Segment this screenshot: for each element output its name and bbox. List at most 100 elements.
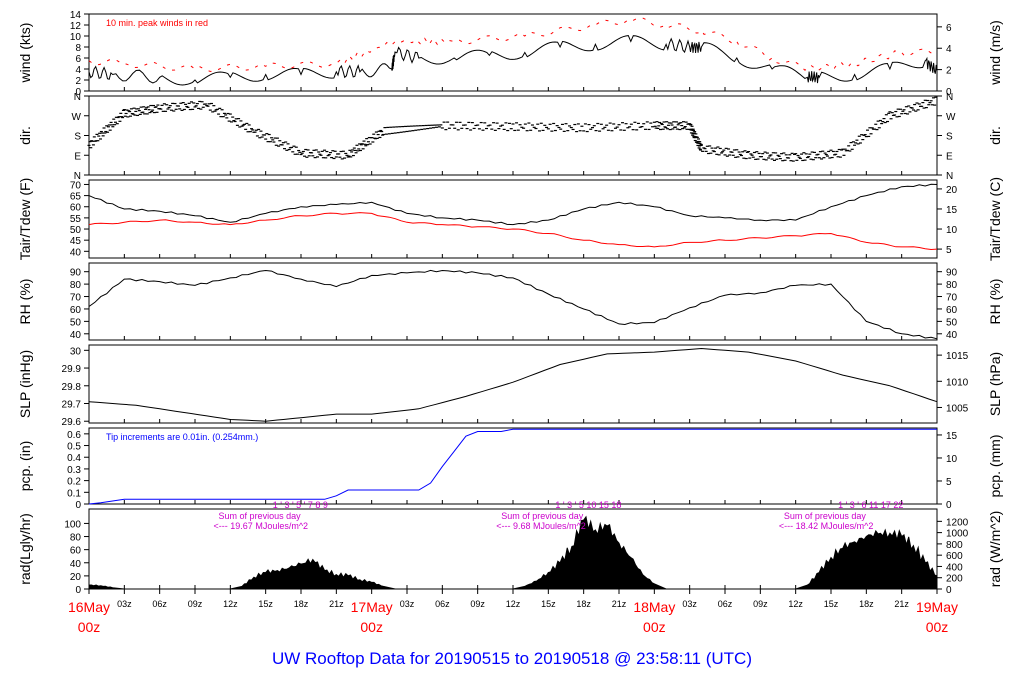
y-tick-label: 12 [70, 21, 82, 32]
y-tick-label: 20 [70, 572, 82, 583]
y-tick-label: 0 [75, 87, 81, 98]
y-tick-label-right: 20 [946, 185, 958, 196]
y-tick-label: 0.2 [67, 477, 81, 488]
x-tick-label: 21z [894, 599, 909, 609]
panel-annotation-wind: 10 min. peak winds in red [106, 18, 208, 28]
x-tick-label: 21z [329, 599, 344, 609]
rad-note-hours-0: 1 ' 3 ' 5 ' 7 8 9 [273, 500, 328, 510]
y-tick-label: 0 [75, 500, 81, 511]
y-tick-label-right: 1005 [946, 403, 969, 414]
x-axis: 03z 06z 09z 12z 15z 18z 21z 03z 06z 09z 12z 15z 18z 2… [68, 589, 958, 635]
y-tick-label: 40 [70, 247, 82, 258]
y-axis-label: dir. [17, 126, 33, 145]
panel-frame [88, 179, 938, 259]
y-tick-label-right: 80 [946, 280, 958, 291]
y-axis-label-right: SLP (hPa) [987, 352, 1003, 416]
y-tick-label: 70 [70, 293, 82, 304]
x-day-hour-label: 00z [78, 619, 101, 635]
y-axis-label-right: rad (W/m^2) [987, 511, 1003, 588]
x-day-hour-label: 00z [360, 619, 383, 635]
x-tick-label: 03z [117, 599, 132, 609]
panel-frame [88, 262, 938, 341]
y-tick-label-right: E [946, 151, 953, 162]
y-tick-label: 60 [70, 305, 82, 316]
panel-temp: Tair/Tdew (F) Tair/Tdew (C) 40455055606570… [17, 177, 1003, 261]
x-day-label: 16May [68, 599, 110, 615]
rad-note-title-1: Sum of previous day [501, 511, 584, 521]
y-tick-label: 0 [75, 585, 81, 596]
x-tick-label: 03z [400, 599, 415, 609]
series-line-rh-0 [88, 269, 938, 340]
y-tick-label-right: 50 [946, 317, 958, 328]
y-axis-label-right: wind (m/s) [987, 20, 1003, 86]
x-tick-label: 12z [506, 599, 521, 609]
y-tick-label-right: 40 [946, 330, 958, 341]
y-tick-label: 29.7 [62, 400, 82, 411]
y-tick-label: 10 [70, 32, 82, 43]
panel-rad: rad(Lgly/hr) rad (W/m^2)02040608010002004… [17, 500, 1003, 596]
y-tick-label: 80 [70, 280, 82, 291]
panel-dir: dir. dir.N NE ES SW WN N [17, 92, 1003, 182]
x-tick-label: 18z [576, 599, 591, 609]
x-tick-label: 06z [718, 599, 733, 609]
y-tick-label: 0.6 [67, 430, 81, 441]
y-tick-label-right: 0 [946, 87, 952, 98]
y-axis-label: SLP (inHg) [17, 350, 33, 418]
y-tick-label: N [74, 171, 81, 182]
panel-frame [88, 344, 938, 424]
y-tick-label-right: 90 [946, 268, 958, 279]
x-tick-label: 09z [753, 599, 768, 609]
y-tick-label: 4 [75, 65, 81, 76]
x-tick-label: 15z [258, 599, 273, 609]
y-tick-label: E [74, 151, 81, 162]
rad-note-title-0: Sum of previous day [219, 511, 302, 521]
y-tick-label-right: 10 [946, 454, 958, 465]
y-tick-label-right: 4 [946, 44, 952, 55]
y-axis-label: rad(Lgly/hr) [17, 513, 33, 585]
y-tick-label-right: 70 [946, 293, 958, 304]
y-tick-label: 90 [70, 268, 82, 279]
y-tick-label: 0.4 [67, 453, 81, 464]
y-tick-label-right: N [946, 92, 953, 103]
y-tick-label: 0.3 [67, 465, 81, 476]
rad-note-title-2: Sum of previous day [784, 511, 867, 521]
y-axis-label-right: RH (%) [987, 279, 1003, 325]
x-tick-label: 18z [294, 599, 309, 609]
y-tick-label: 14 [70, 10, 82, 21]
x-tick-label: 18z [859, 599, 874, 609]
y-tick-label-right: 0 [946, 585, 952, 596]
rad-note-hours-1: 1 ' 3 ' 5 10 15 18 [555, 500, 621, 510]
y-tick-label: 30 [70, 346, 82, 357]
y-tick-label-right: 5 [946, 477, 952, 488]
series-line-pcp-0 [88, 428, 937, 505]
series-line-wind-0 [88, 35, 938, 86]
x-day-hour-label: 00z [643, 619, 666, 635]
x-tick-label: 06z [152, 599, 167, 609]
series-line-temp-1 [88, 212, 938, 251]
y-tick-label: W [72, 112, 82, 123]
y-tick-label: 0.5 [67, 442, 81, 453]
x-tick-label: 03z [682, 599, 697, 609]
y-tick-label-right: 6 [946, 23, 952, 34]
y-tick-label: 29.9 [62, 364, 82, 375]
y-axis-label: RH (%) [17, 279, 33, 325]
y-tick-label: 8 [75, 43, 81, 54]
x-tick-label: 21z [612, 599, 627, 609]
y-tick-label: 55 [70, 214, 82, 225]
y-tick-label: 60 [70, 203, 82, 214]
x-tick-label: 15z [541, 599, 556, 609]
x-tick-label: 12z [788, 599, 803, 609]
y-tick-label-right: 60 [946, 305, 958, 316]
y-tick-label-right: 1010 [946, 377, 969, 388]
page-title: UW Rooftop Data for 20190515 to 20190518… [271, 649, 752, 668]
x-day-label: 17May [351, 599, 393, 615]
y-tick-label-right: W [946, 112, 956, 123]
y-tick-label-right: S [946, 132, 953, 143]
y-tick-label: 50 [70, 317, 82, 328]
y-tick-label: 60 [70, 546, 82, 557]
rad-note-sum-2: <--- 18.42 MJoules/m^2 [779, 521, 874, 531]
y-tick-label: 40 [70, 330, 82, 341]
y-axis-label: wind (kts) [17, 23, 33, 84]
